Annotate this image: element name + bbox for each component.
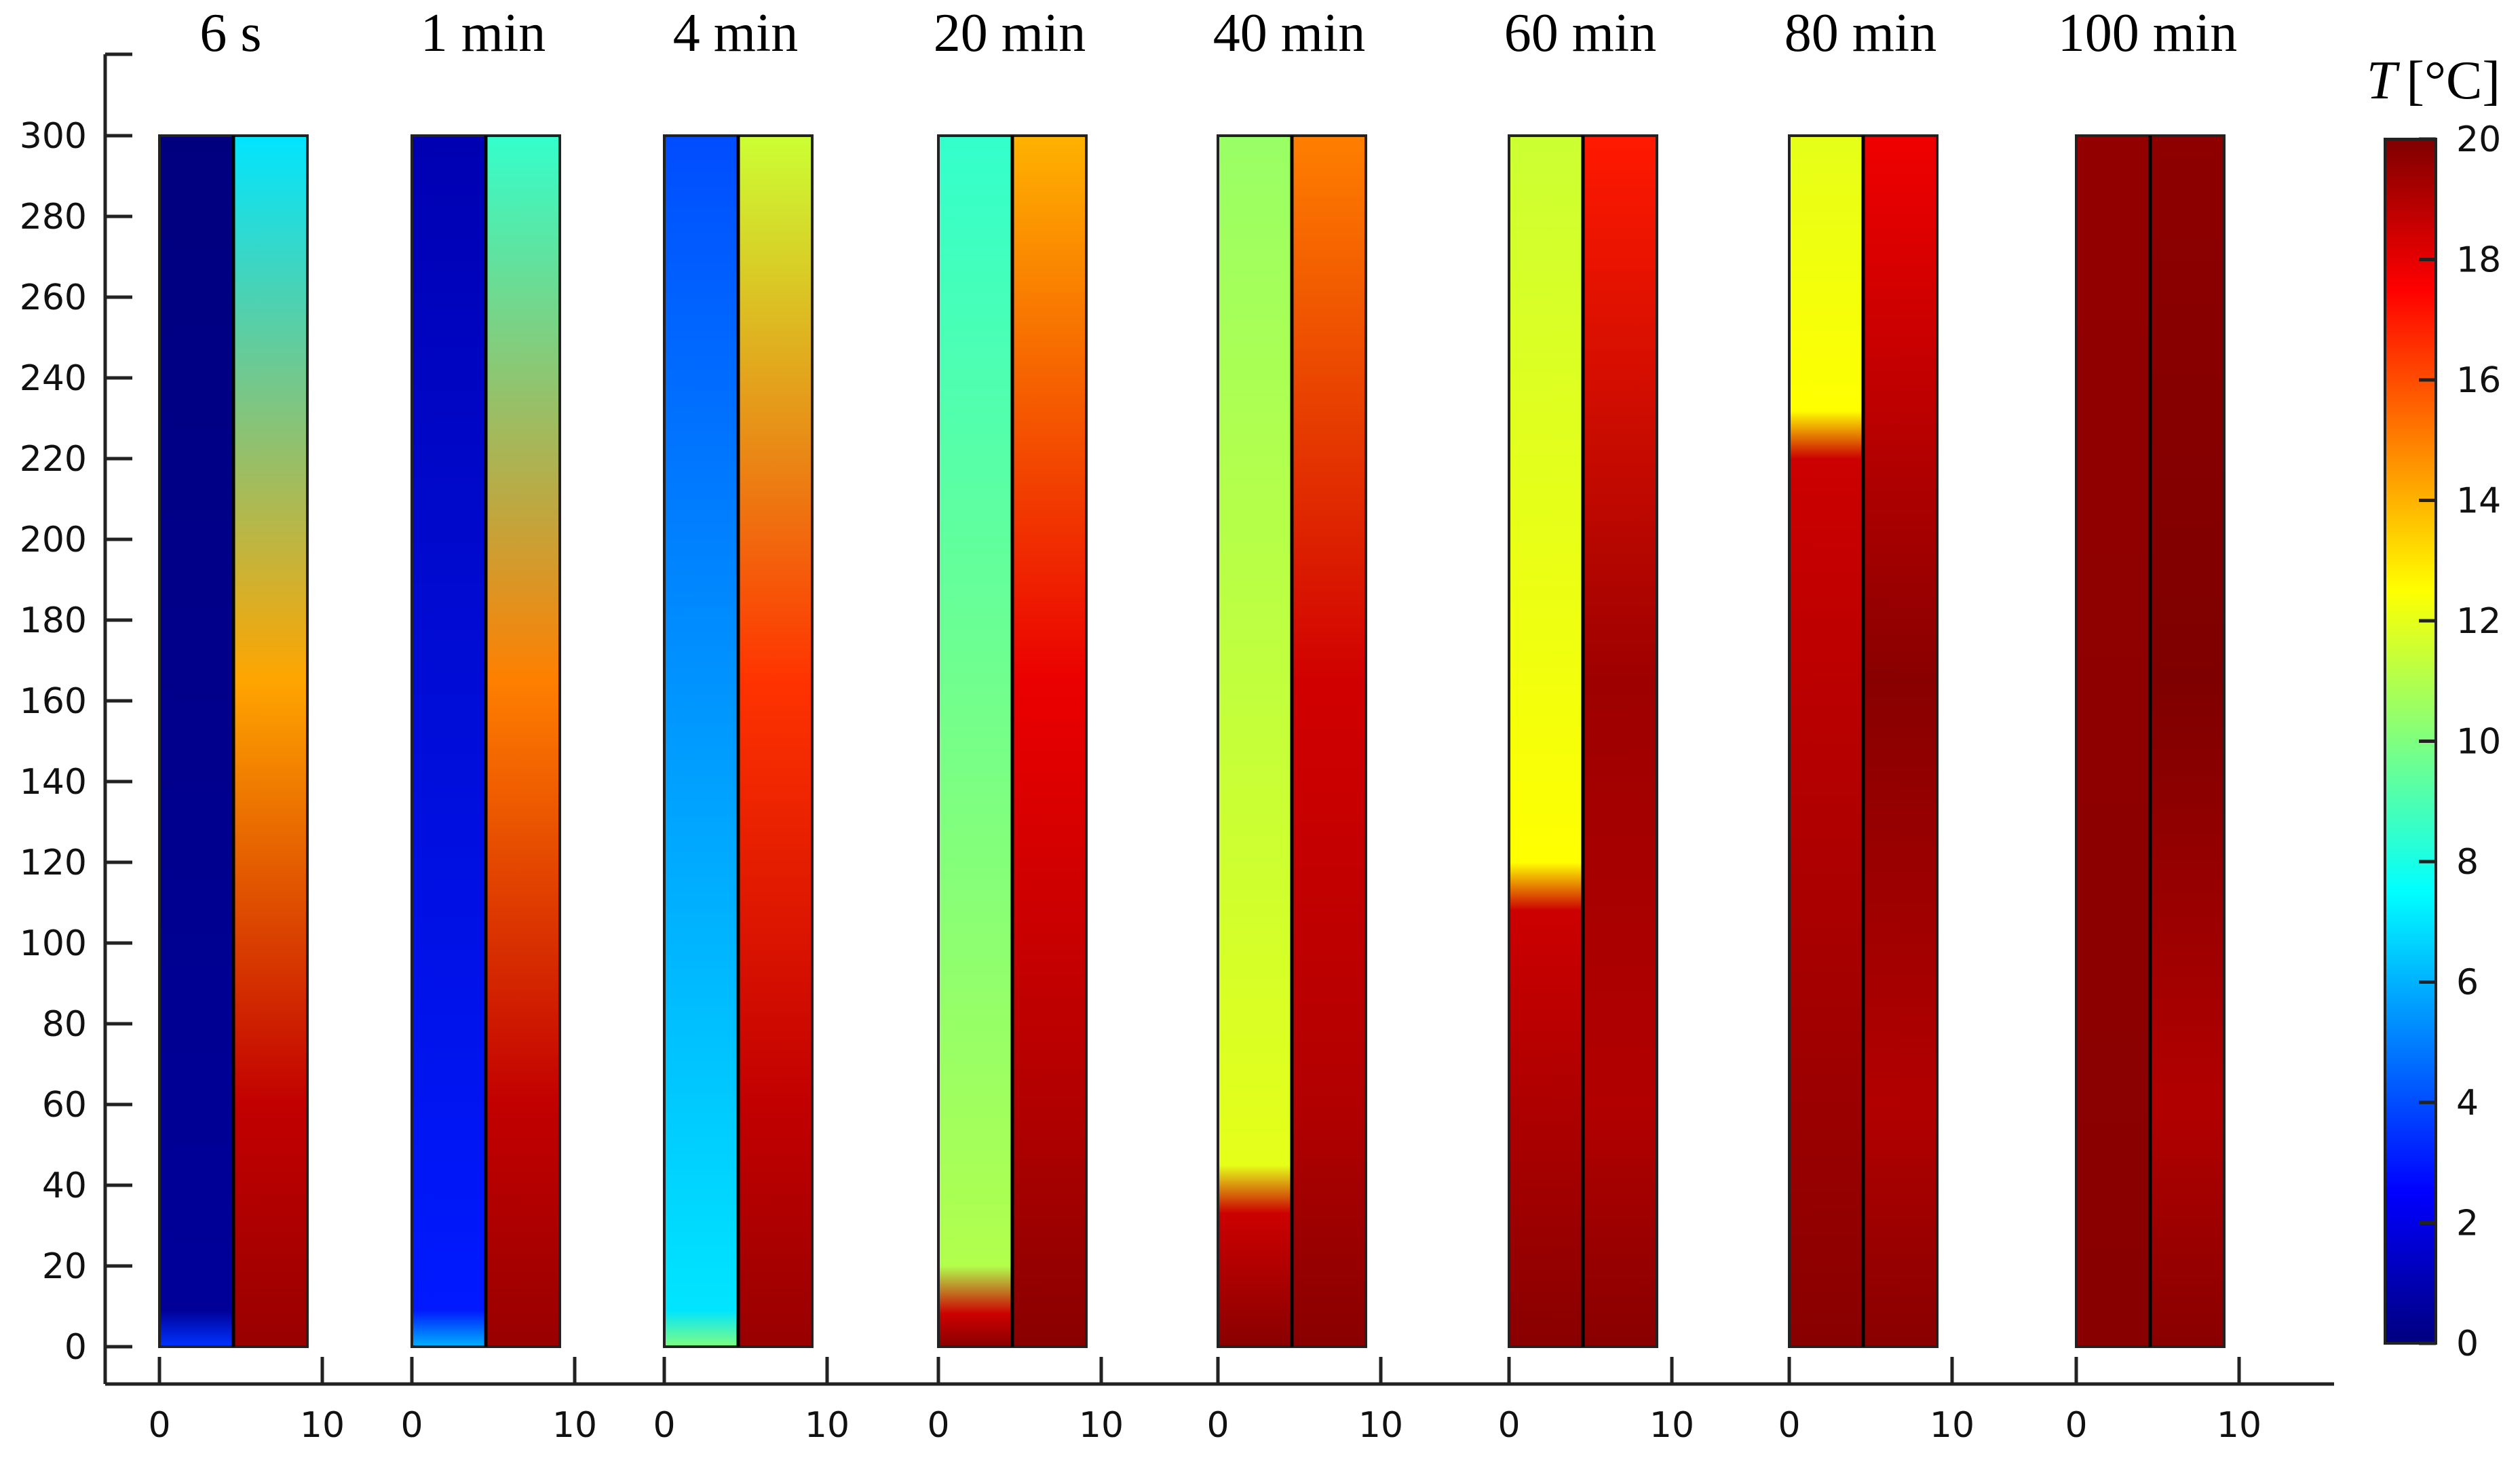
panel-right-field [1012, 136, 1086, 1347]
panel-right-field [1292, 136, 1366, 1347]
x-tick-label: 0 [927, 1405, 949, 1446]
panel-left-field [1789, 136, 1863, 1347]
colorbar-tick-label: 8 [2456, 842, 2479, 883]
x-tick-label: 0 [653, 1405, 675, 1446]
panel-left-field [664, 136, 738, 1347]
panel-5 [1508, 134, 1658, 1348]
panel-right-field [233, 136, 307, 1347]
panel-right-field [2150, 136, 2224, 1347]
colorbar: T [°C] 0 2 4 6 8 10 12 14 16 18 20 [2367, 51, 2501, 1364]
panel-1 [411, 134, 561, 1348]
y-tick-label: 80 [42, 1004, 87, 1045]
panel-title: 40 min [1213, 3, 1365, 63]
panel-left-field [412, 136, 486, 1347]
x-tick-label: 10 [1358, 1405, 1403, 1446]
colorbar-ticks: 0 2 4 6 8 10 12 14 16 18 20 [2419, 119, 2501, 1364]
y-tick-label: 0 [64, 1327, 87, 1368]
colorbar-tick-label: 6 [2456, 963, 2479, 1003]
x-tick-label: 10 [2217, 1405, 2261, 1446]
x-tick-label: 0 [1497, 1405, 1520, 1446]
y-tick-label: 180 [20, 600, 87, 641]
panel-2 [663, 134, 814, 1348]
panel-right-field [738, 136, 812, 1347]
colorbar-tick-label: 14 [2456, 481, 2501, 522]
y-tick-label: 220 [20, 439, 87, 480]
x-tick-label: 0 [148, 1405, 170, 1446]
panel-right-field [486, 136, 560, 1347]
panel-title: 60 min [1504, 3, 1656, 63]
x-tick-label: 10 [552, 1405, 597, 1446]
colorbar-symbol: T [2367, 51, 2401, 111]
colorbar-tick-label: 20 [2456, 119, 2501, 160]
x-tick-label: 10 [805, 1405, 849, 1446]
y-tick-label: 200 [20, 520, 87, 560]
panel-left-field [1218, 136, 1292, 1347]
y-tick-label: 300 [20, 116, 87, 157]
colorbar-tick-label: 12 [2456, 601, 2501, 642]
panel-titles: 6 s 1 min 4 min 20 min 40 min 60 min 80 min 100… [199, 3, 2237, 63]
y-tick-label: 120 [20, 843, 87, 883]
y-tick-label: 160 [20, 681, 87, 722]
panel-title: 4 min [673, 3, 798, 63]
y-axis-ticks: 0 20 40 60 80 100 120 140 160 180 200 220 240 260 280 3… [20, 116, 132, 1368]
colorbar-tick-label: 16 [2456, 360, 2501, 401]
x-tick-label: 10 [300, 1405, 345, 1446]
x-tick-label: 0 [2065, 1405, 2087, 1446]
panel-left-field [2076, 136, 2150, 1347]
panel-title: 20 min [934, 3, 1086, 63]
colorbar-tick-label: 10 [2456, 722, 2501, 763]
y-tick-label: 280 [20, 197, 87, 237]
x-tick-label: 0 [1778, 1405, 1800, 1446]
panel-left-field [1509, 136, 1583, 1347]
y-tick-label: 20 [42, 1246, 87, 1287]
colorbar-title: T [°C] [2367, 51, 2500, 111]
panel-right-field [1863, 136, 1937, 1347]
x-axis-ticks: 0 10 0 10 0 10 0 10 0 10 0 10 0 10 0 10 [148, 1357, 2261, 1446]
colorbar-tick-label: 18 [2456, 240, 2501, 281]
panel-title: 100 min [2058, 3, 2237, 63]
x-tick-label: 10 [1930, 1405, 1974, 1446]
panel-right-field [1583, 136, 1657, 1347]
panel-left-field [159, 136, 233, 1347]
x-tick-label: 0 [400, 1405, 423, 1446]
colorbar-tick-label: 2 [2456, 1204, 2479, 1244]
x-tick-label: 10 [1079, 1405, 1124, 1446]
colorbar-unit: [°C] [2406, 51, 2500, 111]
panel-title: 6 s [199, 3, 261, 63]
y-tick-label: 240 [20, 358, 87, 399]
y-tick-label: 60 [42, 1085, 87, 1126]
panel-title: 80 min [1784, 3, 1936, 63]
panel-7 [2075, 134, 2226, 1348]
colorbar-tick-label: 0 [2456, 1324, 2479, 1364]
panel-3 [937, 134, 1088, 1348]
panels [158, 134, 2226, 1348]
panel-left-field [938, 136, 1012, 1347]
y-tick-label: 140 [20, 762, 87, 803]
y-tick-label: 260 [20, 277, 87, 318]
panel-title: 1 min [421, 3, 546, 63]
x-tick-label: 10 [1649, 1405, 1694, 1446]
panel-0 [158, 134, 309, 1348]
panel-4 [1217, 134, 1367, 1348]
y-tick-label: 40 [42, 1166, 87, 1206]
x-tick-label: 0 [1206, 1405, 1229, 1446]
colorbar-tick-label: 4 [2456, 1083, 2479, 1123]
y-tick-label: 100 [20, 923, 87, 964]
panel-6 [1788, 134, 1939, 1348]
